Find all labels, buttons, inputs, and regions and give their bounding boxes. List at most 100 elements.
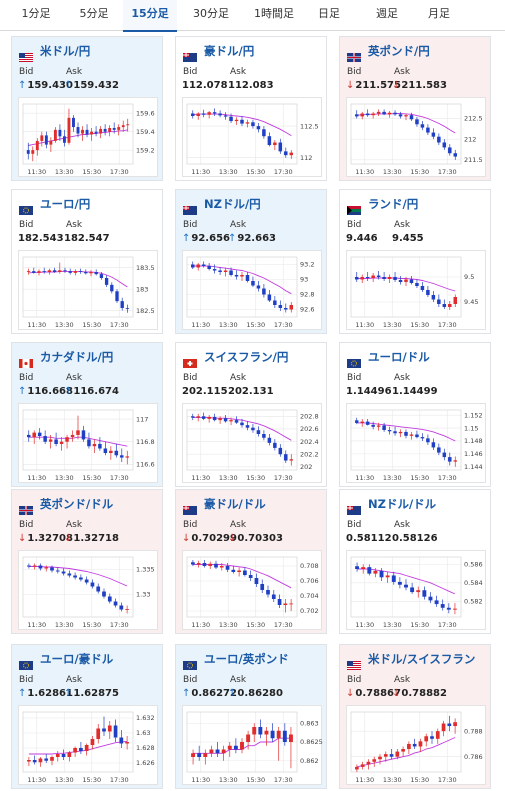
candle: [92, 439, 97, 454]
rate-card[interactable]: ユーロ/ドル Bid Ask 1.14496 1.14499 11:30 13:30 15:3…: [339, 342, 491, 487]
ask-label: Ask: [230, 675, 247, 685]
rate-card[interactable]: ユーロ/英ポンド Bid Ask ↑0.86272 ↑0.86280 11:30 13:30…: [175, 644, 327, 789]
currency-pair-title[interactable]: カナダドル/円: [40, 350, 114, 364]
candle-body: [401, 749, 405, 752]
candle-body: [196, 113, 200, 116]
chart-container[interactable]: 11:30 13:30 15:30 17:30 159.6 159.4 159.2: [18, 97, 158, 177]
currency-pair-title[interactable]: ユーロ/円: [40, 197, 91, 211]
tab-5[interactable]: 日足: [318, 7, 340, 20]
candle: [371, 273, 375, 282]
x-tick-label: 15:30: [246, 621, 265, 629]
rate-card[interactable]: 米ドル/円 Bid Ask ↑159.430 ↑159.432 11:30 13:30 15:…: [11, 36, 163, 181]
candle-body: [404, 279, 408, 282]
rate-card[interactable]: ランド/円 Bid Ask 9.446 9.455 11:30 13:30 15:30 17:3…: [339, 189, 491, 334]
chart-container[interactable]: 11:30 13:30 15:30 17:30 0.863 0.8625 0.862: [182, 705, 323, 785]
candle-body: [245, 122, 250, 124]
candle: [434, 595, 439, 607]
rate-card[interactable]: NZドル/ドル Bid Ask 0.58112 0.58126 11:30 13:30 15:…: [339, 489, 491, 634]
rate-card[interactable]: 豪ドル/円 Bid Ask 112.078 112.083 11:30 13:30 15:30…: [175, 36, 327, 181]
candle-body: [197, 753, 202, 757]
chart-container[interactable]: 11:30 13:30 15:30 17:30 0.586 0.584 0.582: [346, 550, 486, 630]
rate-card[interactable]: 米ドル/スイスフラン Bid Ask ↓0.78867 ↓0.78882 11:30 13:…: [339, 644, 491, 789]
chart-container[interactable]: 11:30 13:30 15:30 17:30 0.708 0.706 0.704 0.702: [182, 550, 322, 630]
tab-7[interactable]: 月足: [428, 7, 450, 20]
currency-pair-title[interactable]: ユーロ/英ポンド: [204, 652, 289, 666]
currency-pair-title[interactable]: 英ポンド/円: [368, 44, 430, 58]
candle: [267, 290, 272, 302]
chart-container[interactable]: 11:30 13:30 15:30 17:30 1.632 1.63 1.628 1.626: [18, 705, 158, 785]
candle: [367, 564, 372, 576]
tab-3[interactable]: 30分足: [193, 7, 229, 20]
currency-pair-title[interactable]: 豪ドル/ドル: [204, 497, 266, 511]
candle-body: [196, 563, 201, 565]
candle: [27, 563, 31, 569]
candle-body: [201, 416, 206, 419]
currency-pair-title[interactable]: 米ドル/円: [40, 44, 91, 58]
bid-value: ↓0.78867: [346, 688, 401, 699]
candle-body: [446, 607, 451, 610]
candle: [382, 272, 386, 281]
rate-card[interactable]: ユーロ/豪ドル Bid Ask ↑1.62861 ↑1.62875 11:30 13:30 1…: [11, 644, 163, 789]
candle: [240, 116, 244, 127]
chart-container[interactable]: 11:30 13:30 15:30 17:30 202.8 202.6 202.4 202.2…: [182, 403, 322, 483]
candle-body: [190, 416, 195, 418]
candle-body: [420, 124, 425, 128]
chart-container[interactable]: 11:30 13:30 15:30 17:30 93.2 93 92.8 92.6: [182, 250, 322, 330]
currency-pair-title[interactable]: ランド/円: [368, 197, 419, 211]
candle: [31, 146, 35, 162]
chart-container[interactable]: 11:30 13:30 15:30 17:30 1.335 1.33: [18, 550, 158, 630]
candle: [256, 426, 261, 437]
arrow-down-icon: ↓: [228, 533, 237, 544]
currency-pair-title[interactable]: ユーロ/ドル: [368, 350, 430, 364]
candle: [251, 119, 255, 129]
y-tick-label: 116.6: [136, 461, 155, 469]
candle-body: [62, 136, 66, 143]
tab-6[interactable]: 週足: [376, 7, 398, 20]
candle-body: [234, 420, 239, 423]
candle-body: [360, 277, 364, 280]
currency-pair-title[interactable]: NZドル/ドル: [368, 497, 437, 511]
candle-body: [67, 117, 71, 143]
chart-container[interactable]: 11:30 13:30 15:30 17:30 9.5 9.45: [346, 250, 486, 330]
currency-pair-title[interactable]: ユーロ/豪ドル: [40, 652, 114, 666]
tab-4[interactable]: 1時間足: [254, 7, 294, 20]
rate-card[interactable]: 豪ドル/ドル Bid Ask ↓0.70299 ↓0.70303 11:30 13:30 15…: [175, 489, 327, 634]
tab-1[interactable]: 5分足: [79, 7, 109, 20]
candle: [32, 430, 36, 444]
x-tick-label: 17:30: [274, 621, 293, 629]
chart-container[interactable]: 11:30 13:30 15:30 17:30 1.152 1.15 1.148 1.146 1…: [346, 403, 486, 483]
candle: [190, 413, 195, 421]
rate-card[interactable]: スイスフラン/円 Bid Ask 202.115 202.131 11:30 13:30 15…: [175, 342, 327, 487]
candle: [76, 122, 80, 138]
rate-card[interactable]: カナダドル/円 Bid Ask ↑116.668 ↑116.674 11:30 13:30 1…: [11, 342, 163, 487]
chart-container[interactable]: 11:30 13:30 15:30 17:30 0.788 0.786: [346, 705, 486, 785]
currency-pair-title[interactable]: 豪ドル/円: [204, 44, 255, 58]
plot-area: [350, 711, 462, 773]
chart-container[interactable]: 11:30 13:30 15:30 17:30 212.5 212 211.5: [346, 97, 486, 177]
ask-value-text: 1.32718: [73, 533, 119, 544]
chart-container[interactable]: 11:30 13:30 15:30 17:30 117 116.8 116.6: [18, 403, 158, 483]
rate-card[interactable]: 英ポンド/円 Bid Ask ↓211.575 ↓211.583 11:30 13:30 15…: [339, 36, 491, 181]
candle-body: [355, 566, 360, 569]
candle-body: [385, 575, 390, 578]
candle: [73, 572, 77, 580]
candle-body: [424, 736, 429, 742]
chart-container[interactable]: 11:30 13:30 15:30 17:30 112.5 112: [182, 97, 322, 177]
candle-body: [389, 754, 394, 757]
ask-value: 0.58126: [392, 533, 438, 544]
currency-pair-title[interactable]: スイスフラン/円: [204, 350, 289, 364]
rate-card[interactable]: ユーロ/円 Bid Ask 182.543 182.547 11:30 13:30 15:30…: [11, 189, 163, 334]
tab-0[interactable]: 1分足: [21, 7, 51, 20]
candle: [278, 300, 283, 311]
chart-container[interactable]: 11:30 13:30 15:30 17:30 183.5 183 182.5: [18, 250, 158, 330]
tab-2[interactable]: 15分足: [123, 0, 177, 32]
currency-pair-title[interactable]: NZドル/円: [204, 197, 261, 211]
currency-pair-title[interactable]: 英ポンド/ドル: [40, 497, 114, 511]
candle-body: [366, 761, 371, 765]
candle-body: [430, 736, 434, 739]
currency-pair-title[interactable]: 米ドル/スイスフラン: [368, 652, 476, 666]
rate-card[interactable]: 英ポンド/ドル Bid Ask ↓1.32708 ↓1.32718 11:30 13:30 1…: [11, 489, 163, 634]
candle-body: [55, 754, 60, 757]
ask-value: ↓1.32718: [64, 533, 119, 544]
rate-card[interactable]: NZドル/円 Bid Ask ↑92.656 ↑92.663 11:30 13:30 15:3…: [175, 189, 327, 334]
